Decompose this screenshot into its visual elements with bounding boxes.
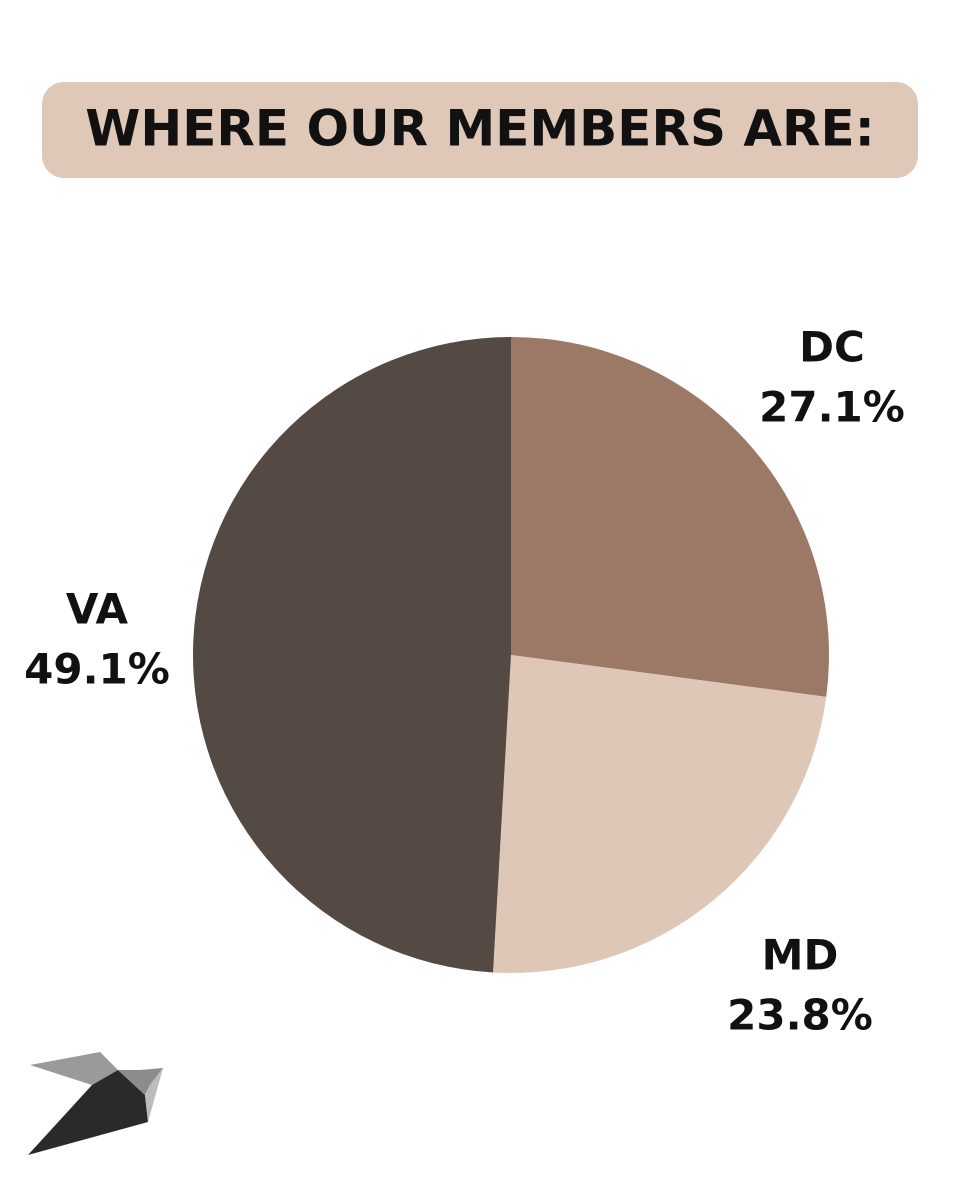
- logo: [28, 1052, 163, 1155]
- slice-value-label: 23.8%: [727, 991, 873, 1040]
- slice-category-label: VA: [66, 585, 129, 634]
- pie-slice: [493, 655, 827, 973]
- slice-value-label: 49.1%: [24, 645, 170, 694]
- slice-value-label: 27.1%: [759, 383, 905, 432]
- slice-category-label: DC: [799, 323, 865, 372]
- pie-slice: [193, 337, 511, 973]
- title-background: [42, 82, 918, 178]
- slice-category-label: MD: [762, 931, 839, 980]
- chart-title: WHERE OUR MEMBERS ARE:: [85, 100, 874, 158]
- pie-slice: [511, 337, 829, 697]
